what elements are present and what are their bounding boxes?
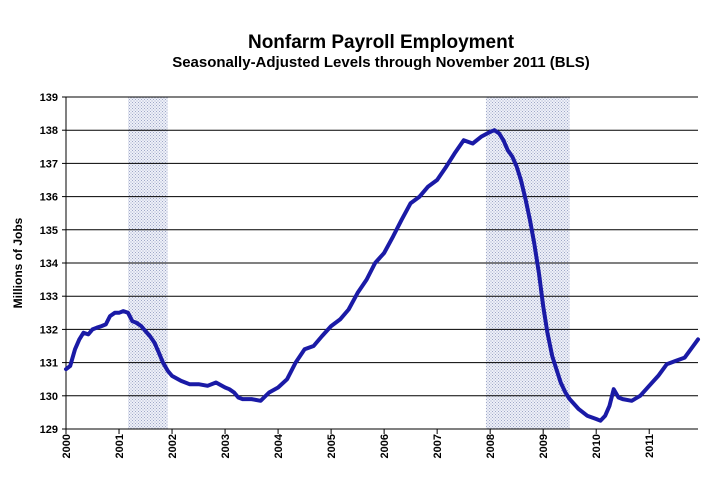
- xtick-label-2010: 2010: [591, 434, 603, 458]
- ytick-label-137: 137: [40, 158, 58, 170]
- xtick-label-2005: 2005: [326, 434, 338, 458]
- xtick-label-2006: 2006: [379, 434, 391, 458]
- xtick-label-2007: 2007: [432, 434, 444, 458]
- ytick-label-136: 136: [40, 192, 58, 204]
- ytick-label-130: 130: [40, 391, 58, 403]
- ytick-label-135: 135: [40, 225, 58, 237]
- xtick-label-2002: 2002: [167, 434, 179, 458]
- xtick-label-2011: 2011: [644, 434, 656, 458]
- ytick-label-132: 132: [40, 324, 58, 336]
- chart-subtitle: Seasonally-Adjusted Levels through Novem…: [172, 54, 590, 71]
- ytick-label-133: 133: [40, 291, 58, 303]
- xtick-label-2001: 2001: [114, 434, 126, 458]
- ytick-label-131: 131: [40, 358, 58, 370]
- payroll-series-line: [64, 128, 700, 423]
- xtick-label-2004: 2004: [273, 433, 285, 458]
- xtick-label-2009: 2009: [538, 434, 550, 458]
- chart-title: Nonfarm Payroll Employment: [247, 32, 515, 53]
- xtick-label-2000: 2000: [61, 434, 73, 458]
- y-axis-label: Millions of Jobs: [11, 217, 25, 308]
- xtick-label-2003: 2003: [220, 434, 232, 458]
- ytick-label-129: 129: [40, 424, 58, 436]
- ytick-label-139: 139: [40, 92, 58, 104]
- ytick-label-138: 138: [40, 125, 58, 137]
- xtick-label-2008: 2008: [485, 434, 497, 458]
- ytick-label-134: 134: [40, 258, 59, 270]
